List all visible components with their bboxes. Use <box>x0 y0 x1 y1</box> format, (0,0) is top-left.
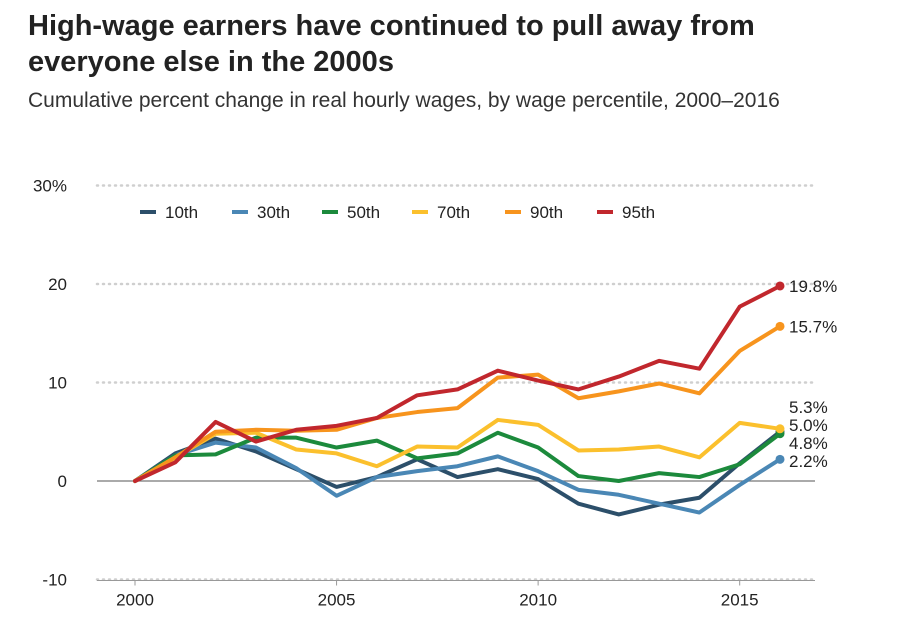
series-line-50th <box>133 430 782 483</box>
legend-label-90th: 90th <box>530 203 563 222</box>
y-tick-label: 0 <box>58 472 67 491</box>
x-tick-label: 2015 <box>721 591 759 610</box>
end-label-95th: 19.8% <box>789 277 837 296</box>
y-tick-label: 30% <box>33 177 67 196</box>
end-point-30th <box>775 454 785 464</box>
end-label-10th: 5.0% <box>789 416 828 435</box>
series-line-30th <box>133 440 782 515</box>
x-tick-label: 2005 <box>318 591 356 610</box>
end-label-90th: 15.7% <box>789 317 837 336</box>
chart-subtitle: Cumulative percent change in real hourly… <box>28 89 780 112</box>
end-point-90th <box>775 321 785 331</box>
series-line-90th <box>133 324 782 483</box>
end-point-95th <box>775 281 785 291</box>
x-tick-label: 2010 <box>519 591 557 610</box>
legend-label-10th: 10th <box>165 203 198 222</box>
end-label-50th: 4.8% <box>789 434 828 453</box>
y-tick-label: 10 <box>48 374 67 393</box>
end-point-70th <box>775 424 785 434</box>
legend-label-95th: 95th <box>622 203 655 222</box>
x-tick-label: 2000 <box>116 591 154 610</box>
legend-label-70th: 70th <box>437 203 470 222</box>
y-tick-label: 20 <box>48 275 67 294</box>
chart-title: High-wage earners have continued to pull… <box>28 10 755 78</box>
series-line-95th <box>133 283 782 483</box>
end-label-70th: 5.3% <box>789 398 828 417</box>
legend-label-50th: 50th <box>347 203 380 222</box>
y-tick-label: -10 <box>42 571 67 590</box>
legend-label-30th: 30th <box>257 203 290 222</box>
end-label-30th: 2.2% <box>789 452 828 471</box>
